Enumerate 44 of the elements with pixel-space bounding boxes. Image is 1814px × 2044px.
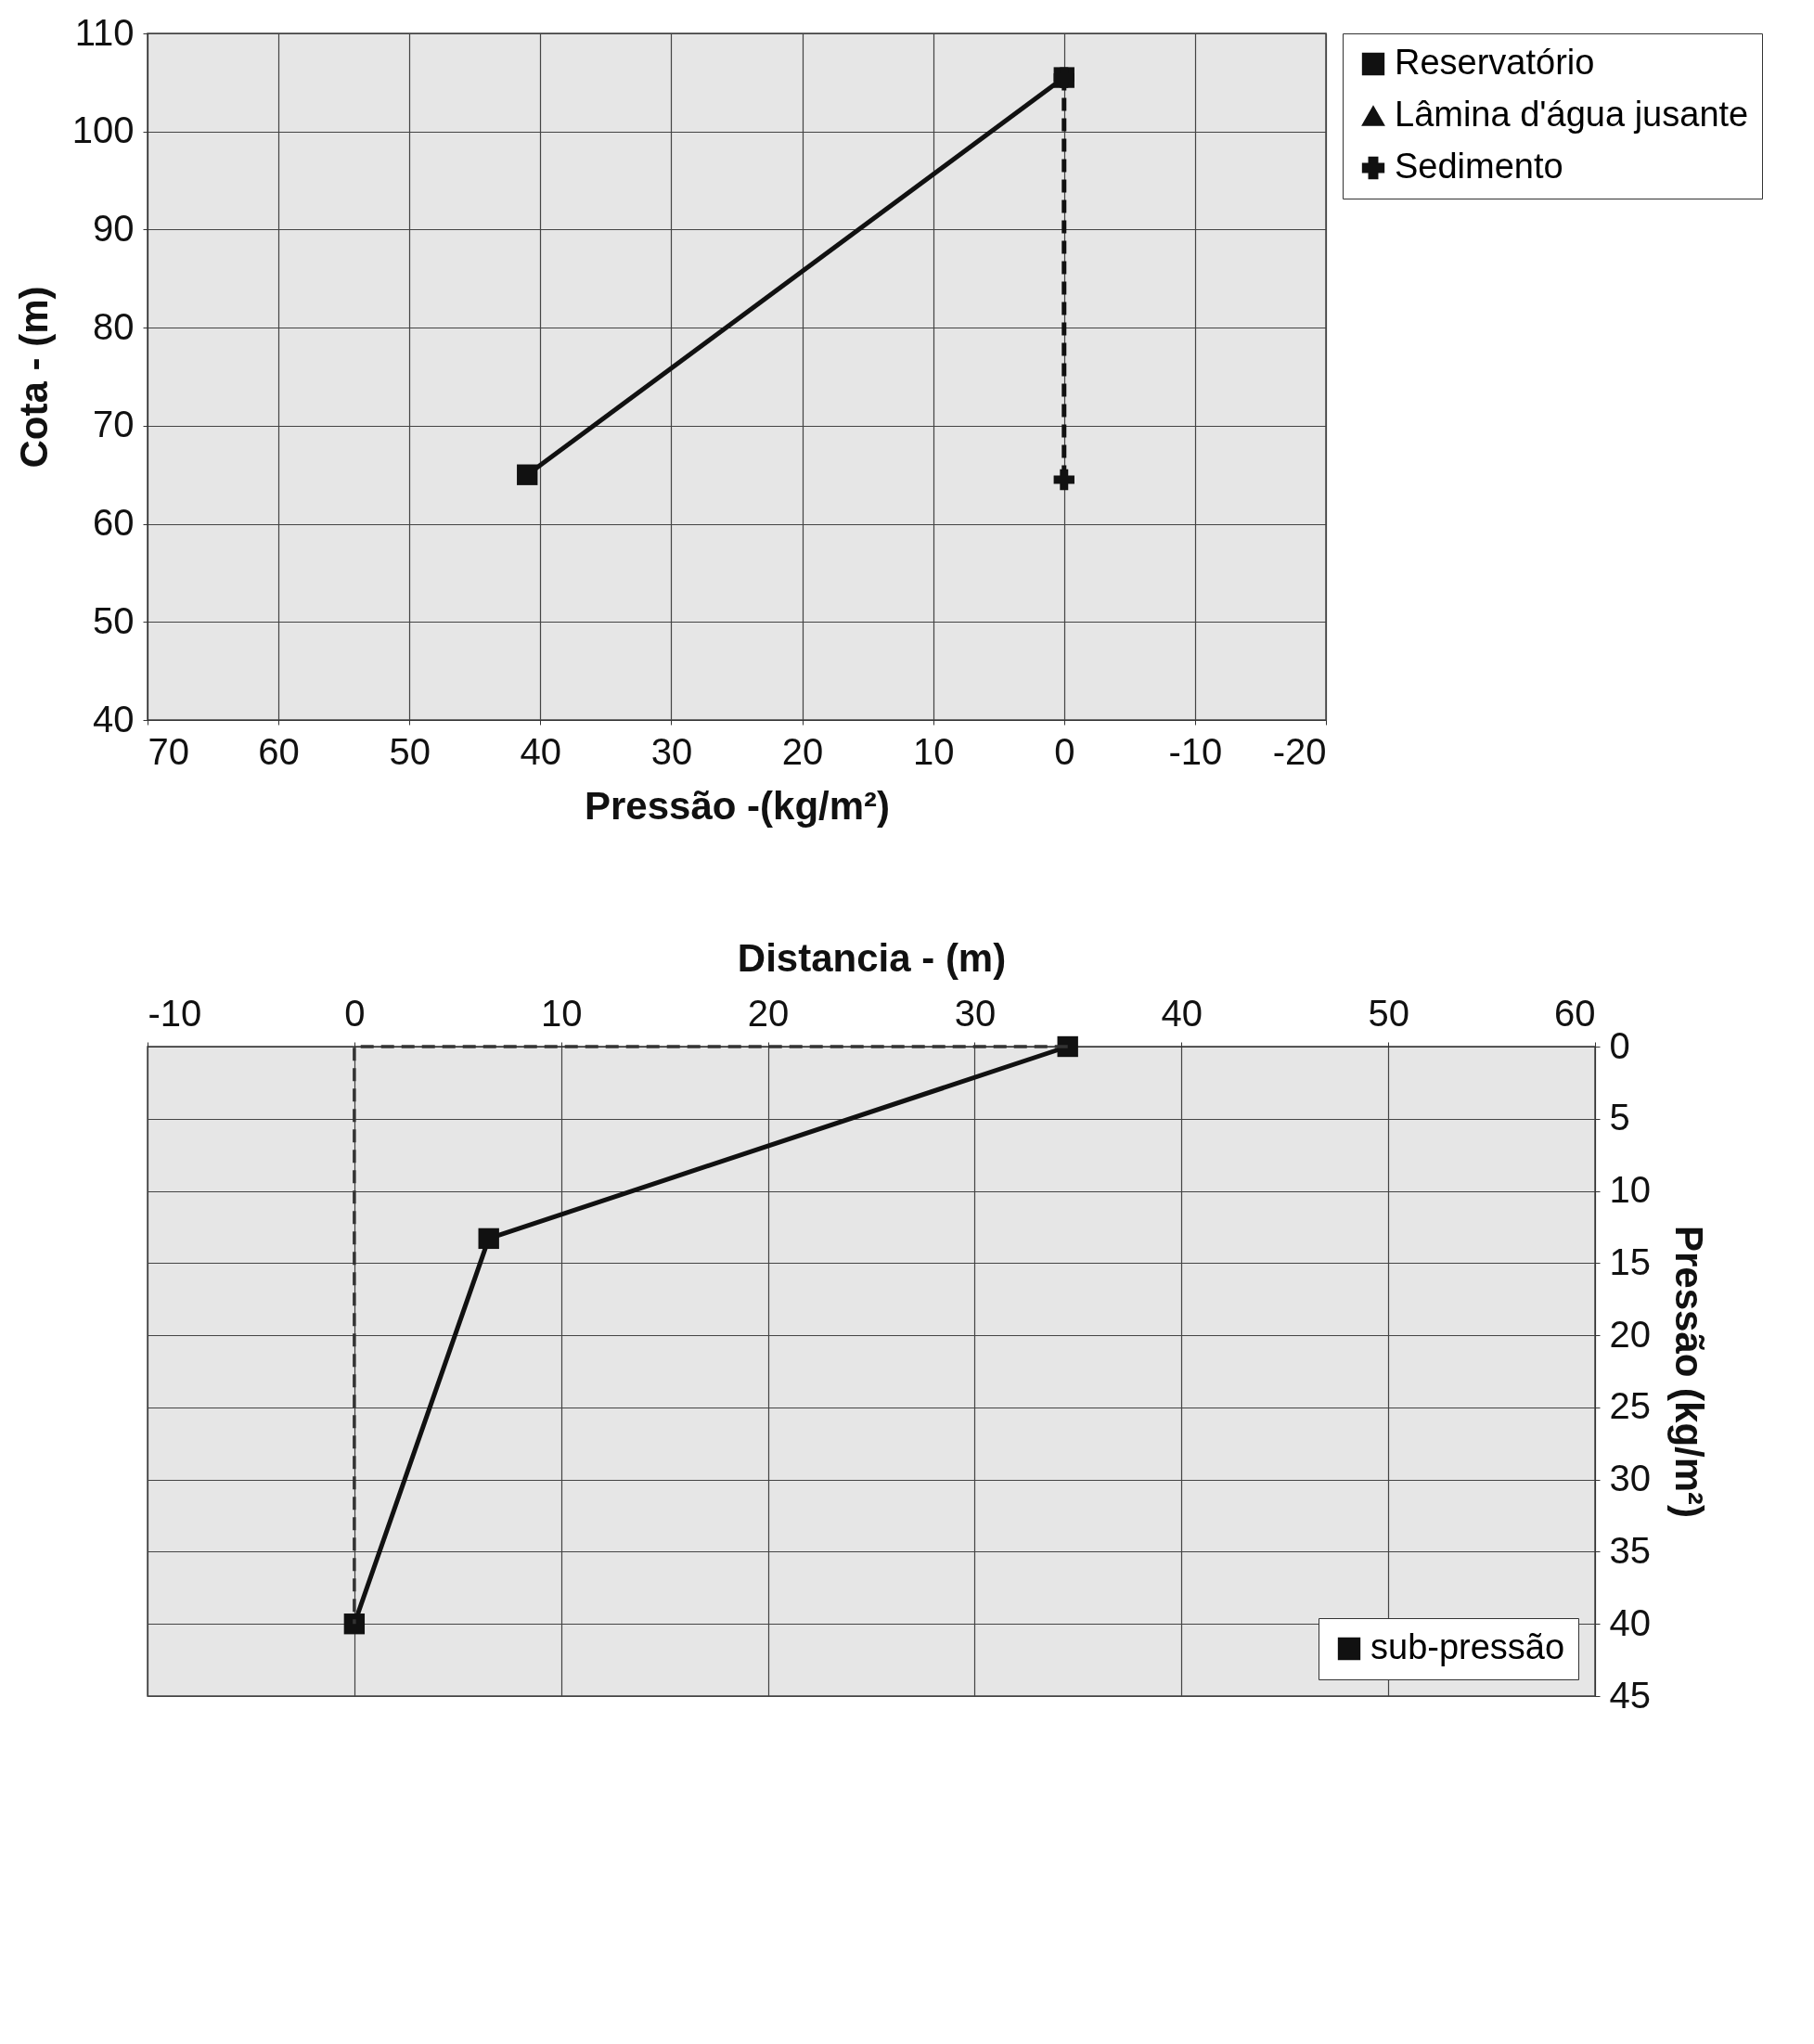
x-tick-label: -20 (1272, 730, 1327, 772)
x-tick-label: 30 (954, 992, 997, 1034)
y-axis-title: Cota - (m) (11, 286, 56, 469)
y-tick-label: 40 (93, 698, 135, 739)
x-axis-title: Pressão -(kg/m²) (584, 783, 891, 828)
y-tick-label: 35 (1609, 1529, 1651, 1571)
y-tick-label: 100 (71, 109, 135, 151)
legend-label: sub-pressão (1370, 1627, 1565, 1666)
y-tick-label: 50 (93, 599, 135, 641)
y-tick-label: 5 (1609, 1097, 1630, 1138)
x-axis-title: Distancia - (m) (737, 935, 1007, 980)
y-tick-label: 30 (1609, 1458, 1651, 1499)
x-tick-label: -10 (148, 992, 202, 1034)
x-tick-label: 0 (1054, 730, 1075, 772)
y-tick-label: 45 (1609, 1674, 1651, 1716)
y-axis-title: Pressão (kg/m²) (1666, 1225, 1711, 1519)
x-tick-label: 10 (540, 992, 583, 1034)
y-tick-label: 90 (93, 207, 135, 249)
x-tick-label: 20 (747, 992, 790, 1034)
y-tick-label: 15 (1609, 1241, 1651, 1282)
y-tick-label: 70 (93, 404, 135, 445)
x-tick-label: 60 (1554, 992, 1596, 1034)
legend-label: Lâmina d'água jusante (1395, 95, 1749, 134)
x-tick-label: -10 (1168, 730, 1223, 772)
x-tick-label: 40 (520, 730, 562, 772)
x-tick-label: 0 (344, 992, 366, 1034)
x-tick-label: 50 (389, 730, 431, 772)
x-tick-label: 60 (258, 730, 300, 772)
x-tick-label: 20 (781, 730, 824, 772)
x-tick-label: 10 (912, 730, 955, 772)
x-tick-label: 50 (1368, 992, 1409, 1034)
y-tick-label: 80 (93, 305, 135, 347)
y-tick-label: 0 (1609, 1024, 1630, 1066)
y-tick-label: 10 (1609, 1169, 1651, 1211)
x-tick-label: 70 (148, 730, 189, 772)
y-tick-label: 20 (1609, 1313, 1651, 1355)
y-tick-label: 110 (74, 11, 135, 53)
x-tick-label: 40 (1161, 992, 1203, 1034)
y-tick-label: 40 (1609, 1601, 1651, 1643)
x-tick-label: 30 (650, 730, 693, 772)
y-tick-label: 60 (93, 502, 135, 544)
y-tick-label: 25 (1609, 1385, 1651, 1427)
legend-label: Reservatório (1395, 43, 1595, 82)
legend-label: Sedimento (1395, 147, 1563, 186)
